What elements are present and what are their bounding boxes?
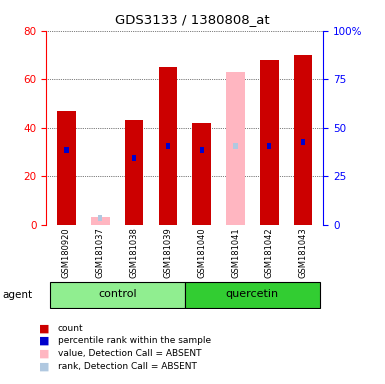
- Bar: [125, 121, 143, 225]
- Text: GSM181040: GSM181040: [197, 227, 206, 278]
- Text: percentile rank within the sample: percentile rank within the sample: [58, 336, 211, 346]
- Bar: [91, 217, 110, 225]
- Text: ■: ■: [38, 336, 49, 346]
- Bar: [301, 139, 305, 146]
- Bar: [233, 143, 238, 149]
- Bar: [267, 143, 271, 149]
- Text: ■: ■: [38, 349, 49, 359]
- Text: agent: agent: [2, 290, 32, 300]
- Text: GSM181039: GSM181039: [163, 227, 172, 278]
- Text: quercetin: quercetin: [226, 289, 279, 299]
- Text: ■: ■: [38, 361, 49, 371]
- Bar: [294, 55, 312, 225]
- Bar: [98, 215, 102, 221]
- Bar: [233, 143, 238, 149]
- Text: rank, Detection Call = ABSENT: rank, Detection Call = ABSENT: [58, 362, 197, 371]
- Bar: [132, 155, 136, 161]
- Text: GSM181042: GSM181042: [265, 227, 274, 278]
- Text: control: control: [98, 289, 137, 299]
- Bar: [226, 72, 245, 225]
- FancyBboxPatch shape: [185, 282, 320, 308]
- Text: count: count: [58, 324, 84, 333]
- Text: GSM181041: GSM181041: [231, 227, 240, 278]
- Text: ■: ■: [38, 323, 49, 333]
- Bar: [192, 123, 211, 225]
- Bar: [200, 147, 204, 153]
- Text: GSM180920: GSM180920: [62, 227, 71, 278]
- Text: GSM181038: GSM181038: [130, 227, 139, 278]
- Bar: [57, 111, 76, 225]
- Text: value, Detection Call = ABSENT: value, Detection Call = ABSENT: [58, 349, 201, 358]
- Bar: [64, 147, 69, 153]
- Text: GSM181037: GSM181037: [96, 227, 105, 278]
- Text: GDS3133 / 1380808_at: GDS3133 / 1380808_at: [115, 13, 270, 26]
- Bar: [159, 67, 177, 225]
- Bar: [260, 60, 279, 225]
- Text: GSM181043: GSM181043: [299, 227, 308, 278]
- FancyBboxPatch shape: [50, 282, 185, 308]
- Bar: [166, 143, 170, 149]
